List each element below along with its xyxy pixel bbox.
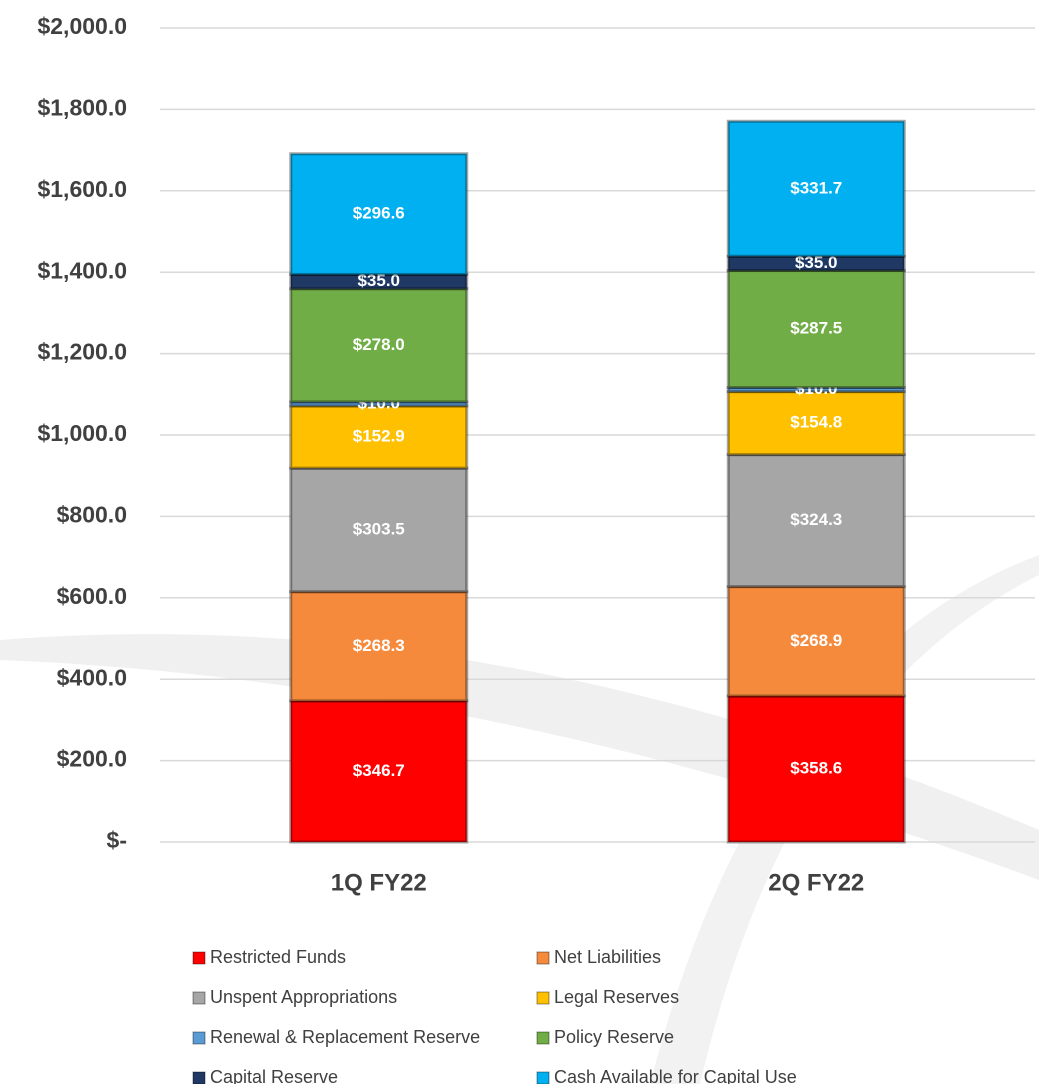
y-tick-label: $1,400.0 (37, 257, 127, 283)
data-label: $358.6 (790, 759, 842, 778)
legend-swatch (536, 951, 550, 965)
y-tick-label: $- (107, 827, 127, 853)
data-label: $268.3 (353, 636, 405, 655)
data-label: $324.3 (790, 510, 842, 529)
bar-segment (726, 453, 906, 589)
legend-label: Net Liabilities (554, 947, 661, 967)
y-tick-label: $600.0 (57, 583, 127, 609)
legend-label: Legal Reserves (554, 987, 679, 1007)
data-label: $154.8 (790, 413, 842, 432)
legend-swatch (536, 1071, 550, 1084)
legend-label: Cash Available for Capital Use (554, 1067, 797, 1084)
data-label: $303.5 (353, 519, 405, 538)
data-label: $35.0 (357, 271, 400, 290)
bar-segment (289, 287, 469, 404)
data-label: $152.9 (353, 427, 405, 446)
legend-swatch (192, 1071, 206, 1084)
y-tick-label: $1,000.0 (37, 420, 127, 446)
legend-label: Renewal & Replacement Reserve (210, 1027, 480, 1047)
data-label: $35.0 (795, 253, 838, 272)
y-tick-label: $1,600.0 (37, 176, 127, 202)
bar-segment (726, 269, 906, 390)
legend-swatch (192, 951, 206, 965)
data-label: $331.7 (790, 178, 842, 197)
legend-swatch (536, 991, 550, 1005)
legend-swatch (192, 991, 206, 1005)
bar-segment (289, 466, 469, 594)
x-tick-label: 1Q FY22 (331, 869, 427, 896)
data-label: $346.7 (353, 761, 405, 780)
y-tick-label: $2,000.0 (37, 13, 127, 39)
legend-swatch (536, 1031, 550, 1045)
bar-segment (289, 590, 469, 703)
bar-segment (726, 119, 906, 258)
y-tick-label: $800.0 (57, 501, 127, 527)
y-tick-label: $400.0 (57, 664, 127, 690)
data-label: $296.6 (353, 204, 405, 223)
legend-label: Policy Reserve (554, 1027, 674, 1047)
y-tick-label: $1,800.0 (37, 94, 127, 120)
legend-label: Capital Reserve (210, 1067, 338, 1084)
legend-label: Restricted Funds (210, 947, 346, 967)
legend-swatch (192, 1031, 206, 1045)
bar-segment (726, 585, 906, 698)
x-tick-label: 2Q FY22 (768, 869, 864, 896)
bar-segment (289, 699, 469, 844)
y-tick-label: $1,200.0 (37, 339, 127, 365)
y-tick-label: $200.0 (57, 746, 127, 772)
bar-segment (289, 404, 469, 470)
data-label: $268.9 (790, 631, 842, 650)
background-swoosh (650, 555, 1039, 1084)
data-label: $287.5 (790, 319, 842, 338)
bar-segment (726, 694, 906, 844)
data-label: $278.0 (353, 335, 405, 354)
bar-segment (289, 152, 469, 276)
legend-label: Unspent Appropriations (210, 987, 397, 1007)
